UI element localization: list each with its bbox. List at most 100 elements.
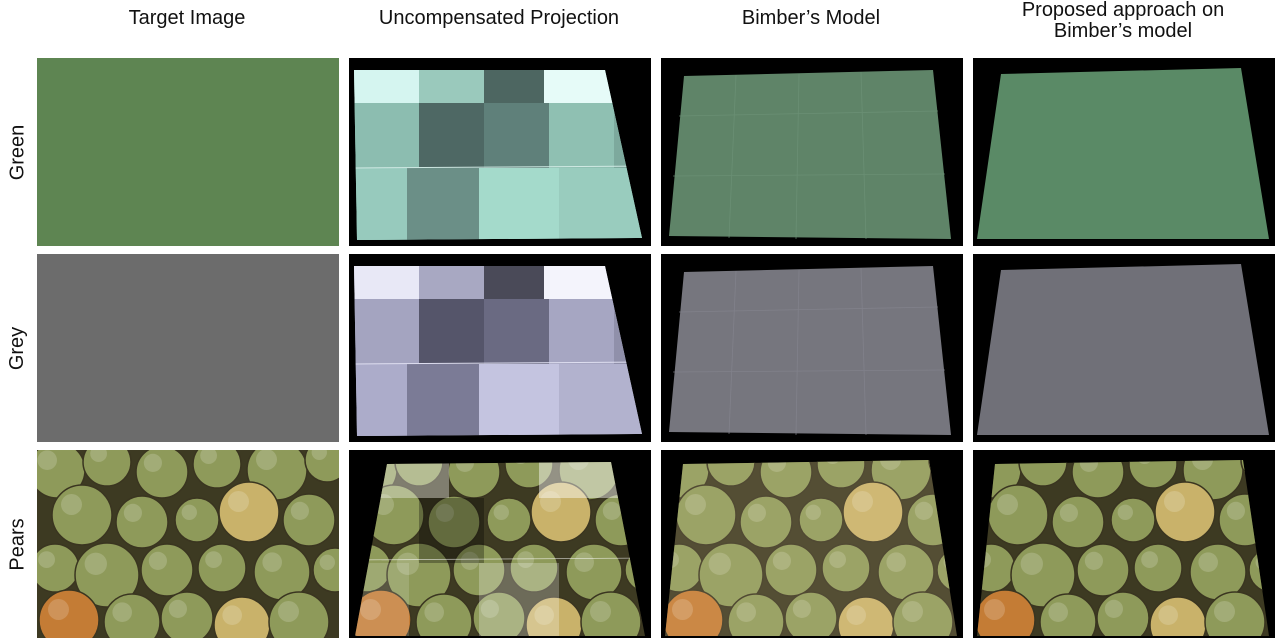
pear-highlight [517, 551, 534, 568]
pear [51, 484, 113, 546]
pear [665, 589, 724, 636]
pear [452, 543, 506, 597]
column-title-proposed-line2: Bimber’s model [1053, 20, 1193, 42]
pear [37, 543, 80, 593]
pear-highlight [534, 605, 554, 625]
green-target-image [37, 58, 339, 246]
pear-highlight [886, 552, 906, 572]
pear-highlight [1226, 501, 1245, 520]
pear [197, 543, 247, 593]
pear-highlight [84, 552, 107, 575]
pear [816, 460, 866, 489]
pear-highlight [540, 491, 561, 512]
column-title-bimber: Bimber’s Model [741, 7, 881, 29]
pears-bimber-image [661, 450, 963, 638]
pear [304, 450, 339, 483]
row-label-green: Green [0, 58, 36, 246]
pear [1133, 543, 1183, 593]
pear [268, 591, 330, 638]
grey-uncompensated-image [349, 254, 651, 442]
pear-highlight [143, 453, 162, 472]
pear [842, 481, 904, 543]
pear-highlight [590, 601, 611, 622]
pear [38, 589, 100, 638]
pears-proposed-image [973, 450, 1275, 638]
grey-proposed-projection [977, 264, 1269, 435]
pear-highlight [1020, 552, 1043, 575]
pear-highlight [1117, 504, 1133, 520]
pear [1128, 460, 1178, 489]
pear [386, 542, 452, 608]
green-uncompensated-projection [354, 70, 642, 240]
green-proposed-projection [977, 68, 1269, 239]
pear [784, 591, 838, 636]
pear-highlight [1158, 605, 1178, 625]
column-title-uncompensated: Uncompensated Projection [378, 7, 620, 29]
row-label-grey: Grey [0, 254, 36, 442]
pear [1154, 481, 1216, 543]
pear [115, 495, 169, 549]
pear-highlight [90, 450, 107, 462]
grey-bimber-image [661, 254, 963, 442]
pear-highlight [480, 599, 499, 618]
pears-uncompensated-image [349, 450, 651, 638]
pears-target-fruits [37, 450, 339, 638]
pear [987, 484, 1049, 546]
row-label-grey-text: Grey [6, 326, 29, 370]
pear [727, 593, 785, 636]
pear [218, 481, 280, 543]
pear-highlight [1214, 601, 1235, 622]
pear-highlight [1192, 460, 1213, 470]
pear [103, 593, 161, 638]
pear-highlight [1084, 551, 1103, 570]
pear-highlight [902, 601, 923, 622]
pear-highlight [829, 551, 846, 568]
pear [530, 481, 592, 543]
green-bimber-projection [669, 70, 951, 239]
pear [1051, 495, 1105, 549]
pear-highlight [112, 602, 132, 622]
row-label-pears: Pears [0, 450, 36, 638]
grey-uncompensated-projection [354, 266, 642, 436]
pear-highlight [228, 491, 249, 512]
pear-highlight [736, 602, 756, 622]
pear-highlight [1198, 552, 1218, 572]
pear [135, 450, 189, 499]
pear [1071, 460, 1125, 499]
pear [394, 462, 444, 487]
pear [415, 593, 473, 636]
pear-highlight [1104, 599, 1123, 618]
pear-highlight [168, 599, 187, 618]
pear [140, 543, 194, 597]
pear [1110, 497, 1156, 543]
pear [580, 591, 642, 636]
pear [739, 495, 793, 549]
pear-highlight [278, 601, 299, 622]
pear-highlight [396, 552, 419, 575]
grey-target-image [37, 254, 339, 442]
pear [698, 542, 764, 608]
pear-highlight [852, 491, 873, 512]
green-proposed-image [973, 58, 1275, 246]
grey-target-fill [37, 254, 339, 442]
pear-highlight [205, 551, 223, 568]
pear-highlight [846, 605, 866, 625]
pear [282, 493, 336, 547]
pear [427, 495, 481, 549]
pear [74, 542, 140, 608]
pear [192, 450, 242, 489]
pear-highlight [685, 494, 706, 515]
pear [504, 462, 554, 489]
pear-highlight [880, 460, 901, 470]
pear [764, 543, 818, 597]
pear [486, 497, 532, 543]
pear [312, 547, 339, 593]
pears-target-image [37, 450, 339, 638]
pear-highlight [37, 450, 57, 470]
pear-highlight [123, 503, 142, 522]
pear-highlight [61, 494, 82, 515]
pear-highlight [360, 599, 381, 620]
pear-highlight [181, 504, 197, 520]
column-title-proposed-line1: Proposed approach on [1021, 0, 1225, 21]
pears-uncompensated-projection [355, 462, 645, 636]
